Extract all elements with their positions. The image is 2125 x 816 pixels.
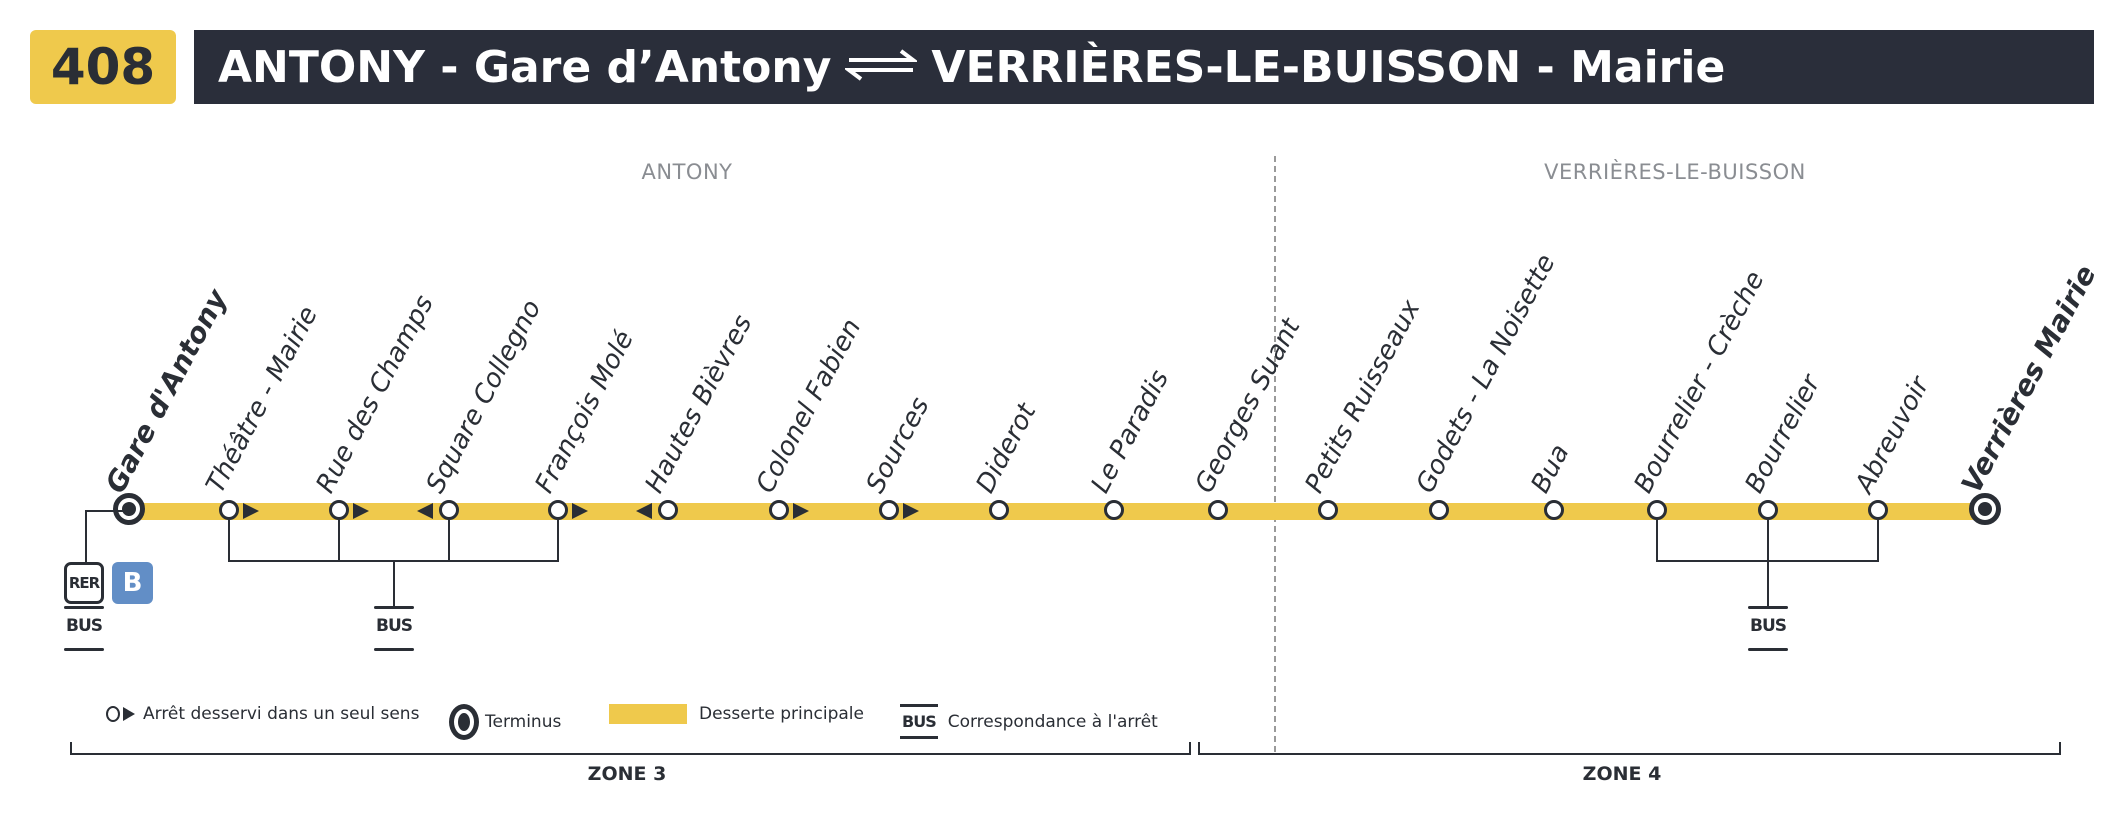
legend-one-way-label: Arrêt desservi dans un seul sens <box>143 704 420 724</box>
stop-marker <box>219 500 239 520</box>
destination-title: VERRIÈRES-LE-BUISSON - Mairie <box>931 41 1726 93</box>
arrow-left-icon <box>636 503 652 519</box>
stop-marker <box>1208 500 1228 520</box>
bus-bar-bottom <box>1748 648 1788 651</box>
stop-marker <box>879 500 899 520</box>
zone-4-bracket <box>2059 742 2061 755</box>
zone-4-label: ZONE 4 <box>1582 763 1662 785</box>
arrow-right-icon <box>123 707 135 721</box>
zone-3-label: ZONE 3 <box>587 763 667 785</box>
stop-marker <box>548 500 568 520</box>
zone-3-bracket <box>70 753 1191 755</box>
stop-label: Bua <box>1525 439 1576 498</box>
bus-bracket <box>228 520 230 561</box>
stop-marker <box>1544 500 1564 520</box>
terminus-icon <box>449 704 479 740</box>
bus-bar-bottom <box>374 648 414 651</box>
stop-marker <box>439 500 459 520</box>
rer-icon: RER <box>64 562 104 604</box>
zone-4-bracket <box>1198 753 2061 755</box>
stop-label: Verrières Mairie <box>1954 259 2103 499</box>
terminus-stop-marker <box>1969 493 2001 525</box>
legend-bus: BUS Correspondance à l'arrêt <box>900 704 1158 739</box>
stop-label: Théâtre - Mairie <box>200 301 324 498</box>
stop-label: Petits Ruisseaux <box>1299 295 1427 498</box>
route-line <box>129 503 1985 520</box>
route-title-bar: ANTONY - Gare d’Antony VERRIÈRES-LE-BUIS… <box>194 30 2094 104</box>
bus-bracket <box>448 520 450 561</box>
legend-terminus: Terminus <box>449 704 561 740</box>
stop-marker <box>1104 500 1124 520</box>
stop-marker <box>1758 500 1778 520</box>
bus-icon: BUS <box>65 616 103 636</box>
bus-bracket-stem <box>1767 520 1769 606</box>
bus-bar-top <box>374 606 414 609</box>
stop-label: Rue des Champs <box>310 290 440 498</box>
stop-marker <box>1647 500 1667 520</box>
stop-label: Square Collegno <box>420 295 548 498</box>
arrow-right-icon <box>243 503 259 519</box>
stop-marker <box>989 500 1009 520</box>
stop-icon <box>106 706 120 722</box>
bus-icon: BUS <box>1749 616 1787 636</box>
stop-marker <box>658 500 678 520</box>
stop-marker <box>329 500 349 520</box>
two-way-arrows-icon <box>843 42 920 93</box>
stop-marker <box>1429 500 1449 520</box>
rer-connector-vertical <box>85 510 87 562</box>
rer-b-icon: B <box>112 562 153 604</box>
bus-bracket <box>1656 520 1658 561</box>
legend-one-way: Arrêt desservi dans un seul sens <box>106 704 419 724</box>
bus-bar-bottom <box>64 648 104 651</box>
legend-main-label: Desserte principale <box>699 704 864 724</box>
stop-marker <box>1868 500 1888 520</box>
arrow-right-icon <box>353 503 369 519</box>
stop-label: Colonel Fabien <box>750 314 868 498</box>
stop-marker <box>1318 500 1338 520</box>
arrow-left-icon <box>417 503 433 519</box>
legend-main: Desserte principale <box>609 704 864 724</box>
stop-label: Sources <box>860 392 936 498</box>
bus-icon: BUS <box>900 704 938 739</box>
zone-3-bracket <box>70 742 72 755</box>
zone-3-bracket <box>1189 742 1191 755</box>
stop-label: François Molé <box>529 325 640 498</box>
arrow-right-icon <box>793 503 809 519</box>
stop-label: Georges Suant <box>1189 313 1307 498</box>
zone-4-bracket <box>1198 742 1200 755</box>
stop-label: Diderot <box>970 398 1043 498</box>
town-divider <box>1274 156 1276 752</box>
main-line-swatch <box>609 704 687 724</box>
bus-bar-top <box>64 606 104 609</box>
stop-label: Abreuvoir <box>1849 372 1936 498</box>
town-label-verrieres: VERRIÈRES-LE-BUISSON <box>1544 160 1806 184</box>
bus-bracket <box>1656 560 1879 562</box>
bus-icon: BUS <box>375 616 413 636</box>
terminus-stop-marker <box>113 493 145 525</box>
stop-label: Bourrelier <box>1739 370 1827 498</box>
legend-bus-label: Correspondance à l'arrêt <box>947 711 1158 732</box>
stop-label: Le Paradis <box>1085 365 1176 498</box>
stop-marker <box>769 500 789 520</box>
bus-bracket <box>1877 520 1879 561</box>
legend-terminus-label: Terminus <box>485 712 562 732</box>
origin-title: ANTONY - Gare d’Antony <box>218 41 832 93</box>
bus-bracket <box>338 520 340 561</box>
town-label-antony: ANTONY <box>641 160 733 184</box>
stop-label: Hautes Bièvres <box>639 310 759 498</box>
rer-connector <box>86 510 129 512</box>
bus-bracket <box>557 520 559 561</box>
bus-bracket-stem <box>393 560 395 606</box>
line-number-badge: 408 <box>30 30 176 104</box>
arrow-right-icon <box>572 503 588 519</box>
bus-bar-top <box>1748 606 1788 609</box>
arrow-right-icon <box>903 503 919 519</box>
